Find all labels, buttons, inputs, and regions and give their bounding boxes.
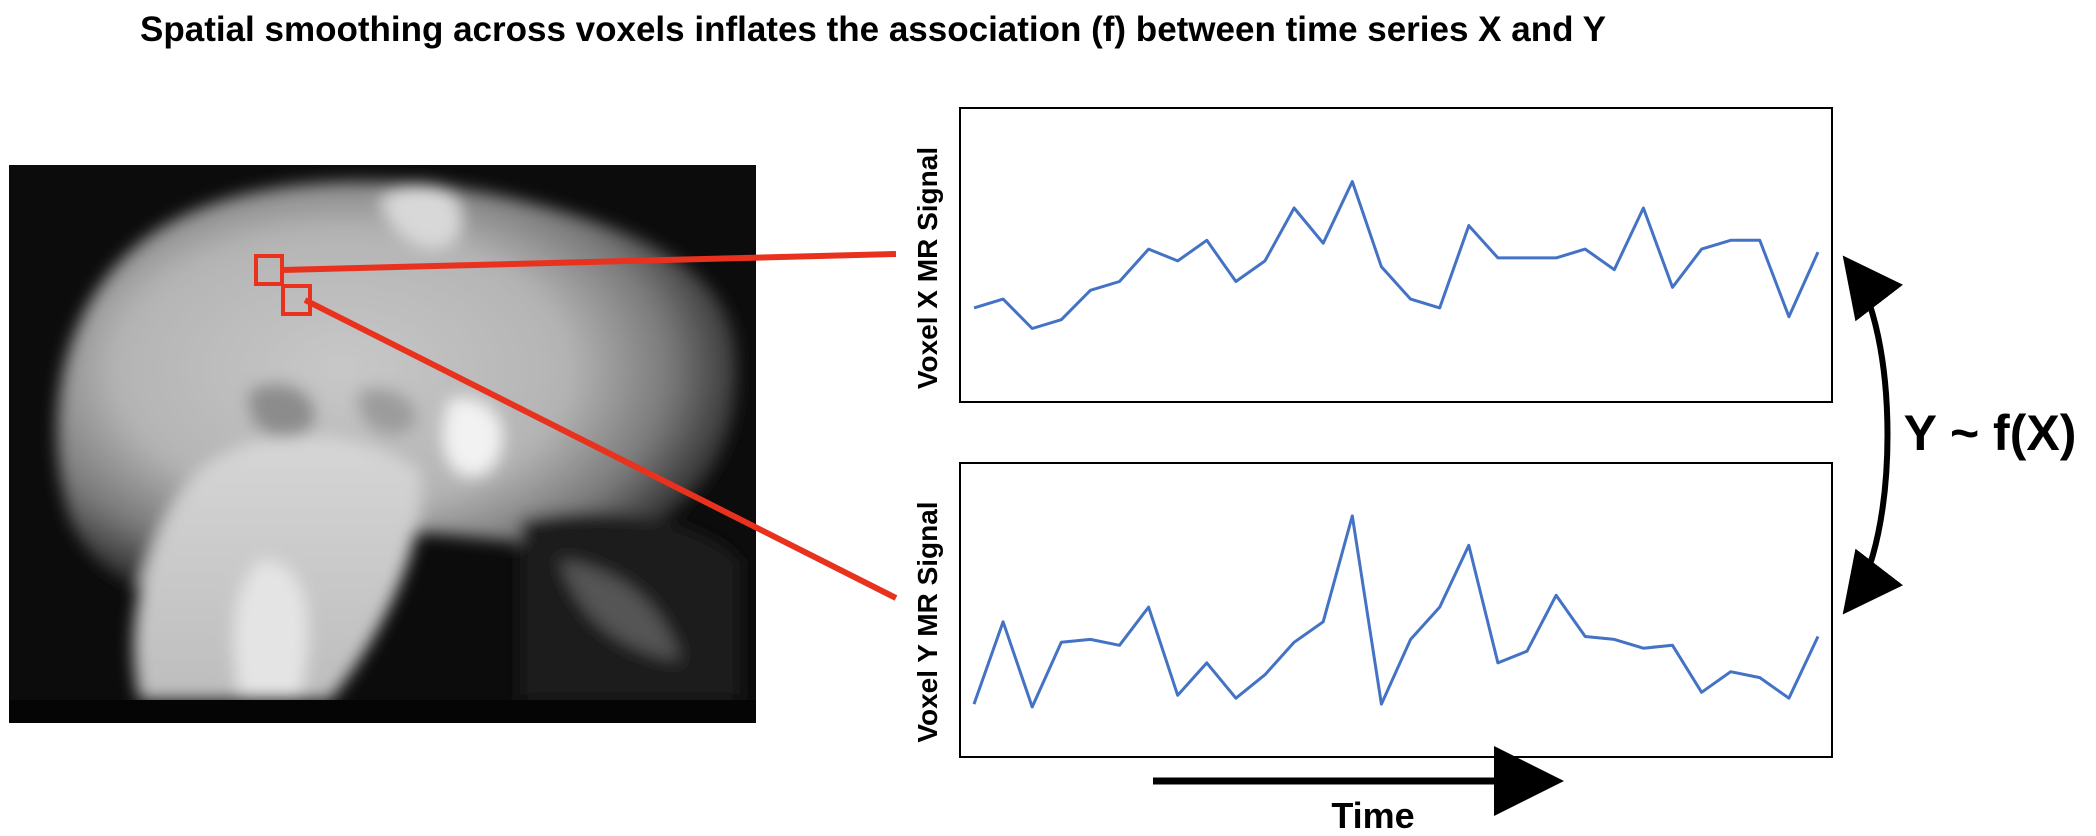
relation-label: Y ~ f(X) (1904, 405, 2077, 461)
voxel-x-plot: Voxel X MR Signal (912, 107, 1833, 403)
voxel-y-plot: Voxel Y MR Signal (912, 462, 1833, 758)
voxel-y-series-line (972, 514, 1820, 709)
time-axis-label: Time (1331, 795, 1414, 836)
voxel-x-series-group (973, 180, 1820, 330)
voxel-y-series-group (972, 514, 1820, 709)
relation-double-arrow (1842, 255, 1904, 615)
voxel-y-callout-line (303, 297, 898, 601)
voxel-x-plot-frame (959, 107, 1833, 403)
mri-sagittal-image (9, 165, 756, 723)
voxel-x-axis-label: Voxel X MR Signal (912, 147, 943, 389)
voxel-x-callout-line (281, 251, 897, 273)
figure-title: Spatial smoothing across voxels inflates… (140, 10, 1606, 49)
voxel-y-axis-label: Voxel Y MR Signal (912, 501, 943, 742)
voxel-y-plot-frame (959, 462, 1833, 758)
voxel-x-series-line (973, 180, 1820, 330)
